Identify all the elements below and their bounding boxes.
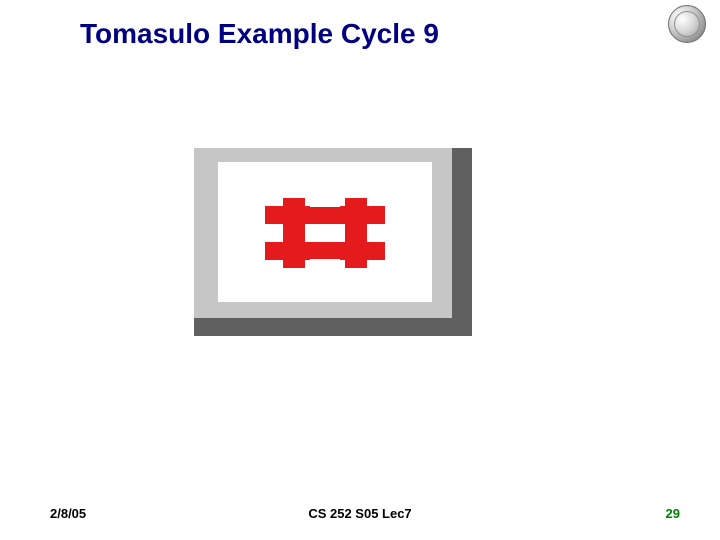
slide-title: Tomasulo Example Cycle 9 [80, 18, 439, 50]
broken-image-icon [265, 198, 385, 268]
logo-outer-ring [668, 5, 706, 43]
footer-lecture-label: CS 252 S05 Lec7 [308, 506, 411, 521]
embedded-figure [194, 148, 472, 336]
figure-canvas [218, 162, 432, 302]
logo-inner-disc [674, 11, 700, 37]
footer-date: 2/8/05 [50, 506, 86, 521]
footer-page-number: 29 [666, 506, 680, 521]
slide: Tomasulo Example Cycle 9 2/8/05 CS 252 S… [0, 0, 720, 540]
footer: 2/8/05 CS 252 S05 Lec7 29 [0, 506, 720, 526]
university-seal-logo [668, 5, 706, 43]
